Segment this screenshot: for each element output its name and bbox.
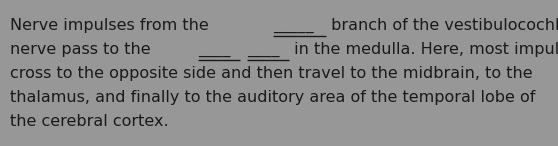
Text: cross to the opposite side and then travel to the midbrain, to the: cross to the opposite side and then trav… (10, 66, 533, 81)
Text: ____: ____ (198, 42, 230, 57)
Text: branch of the vestibulocochlear: branch of the vestibulocochlear (325, 18, 558, 33)
Text: thalamus, and finally to the auditory area of the temporal lobe of: thalamus, and finally to the auditory ar… (10, 90, 536, 105)
Text: ____: ____ (247, 42, 279, 57)
Text: the cerebral cortex.: the cerebral cortex. (10, 114, 169, 129)
Text: Nerve impulses from the: Nerve impulses from the (10, 18, 214, 33)
Text: nerve pass to the: nerve pass to the (10, 42, 156, 57)
Text: in the medulla. Here, most impulses: in the medulla. Here, most impulses (288, 42, 558, 57)
Text: _____: _____ (273, 18, 314, 33)
